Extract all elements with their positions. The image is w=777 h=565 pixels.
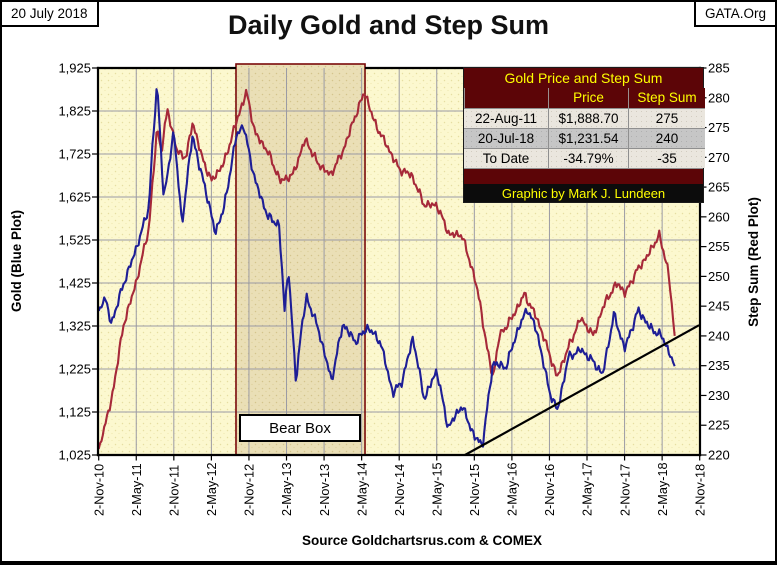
left-axis-title: Gold (Blue Plot) (9, 210, 24, 312)
trend-line (464, 324, 700, 456)
svg-text:1,725: 1,725 (58, 147, 91, 162)
svg-text:225: 225 (708, 418, 730, 433)
gridlines (98, 68, 700, 455)
svg-text:235: 235 (708, 358, 730, 373)
svg-text:2-Nov-15: 2-Nov-15 (468, 464, 482, 516)
svg-text:1,225: 1,225 (58, 362, 91, 377)
svg-text:240: 240 (708, 328, 730, 343)
gold-series-line (97, 88, 676, 448)
summary-table: Gold Price and Step Sum Price Step Sum 2… (463, 67, 705, 203)
table-row: 22-Aug-11 $1,888.70 275 (464, 108, 705, 128)
left-axis-labels: 1,925 1,825 1,725 1,625 1,525 1,425 1,325 1,225… (58, 61, 91, 463)
svg-text:1,025: 1,025 (58, 448, 91, 463)
right-axis-labels: 285 280 275 270 265 260 255 250 245 240 235 230 225 2… (708, 61, 730, 463)
svg-text:285: 285 (708, 61, 730, 76)
svg-text:2-May-18: 2-May-18 (656, 462, 670, 516)
date-box: 20 July 2018 (2, 2, 99, 27)
table-cell-price: $1,888.70 (548, 108, 628, 128)
table-cell-price: $1,231.54 (548, 128, 628, 148)
svg-text:275: 275 (708, 120, 730, 135)
svg-text:2-May-12: 2-May-12 (205, 462, 219, 516)
svg-text:1,325: 1,325 (58, 319, 91, 334)
svg-text:280: 280 (708, 90, 730, 105)
svg-text:2-May-11: 2-May-11 (130, 463, 144, 516)
svg-text:230: 230 (708, 388, 730, 403)
svg-text:2-May-15: 2-May-15 (430, 462, 444, 516)
summary-table-title: Gold Price and Step Sum (464, 68, 703, 88)
x-axis-labels: 2-Nov-10 2-May-11 2-Nov-11 2-May-12 2-Nov-12… (92, 462, 707, 516)
table-cell-price: -34.79% (548, 148, 628, 168)
svg-text:270: 270 (708, 150, 730, 165)
bear-box-region (235, 64, 366, 455)
summary-table-header-cell: Step Sum (628, 88, 705, 108)
svg-text:2-Nov-18: 2-Nov-18 (693, 464, 707, 516)
table-cell-date: 20-Jul-18 (464, 128, 548, 148)
svg-text:2-May-14: 2-May-14 (355, 462, 369, 516)
svg-text:2-May-13: 2-May-13 (280, 462, 294, 516)
table-spacer-row (464, 168, 703, 184)
table-cell-step-sum: 240 (628, 128, 705, 148)
table-credit: Graphic by Mark J. Lundeen (464, 184, 703, 202)
svg-text:220: 220 (708, 448, 730, 463)
svg-text:1,825: 1,825 (58, 104, 91, 119)
summary-table-header-cell (464, 88, 548, 108)
bear-box-label: Bear Box (239, 414, 361, 442)
svg-text:2-Nov-11: 2-Nov-11 (168, 465, 182, 516)
table-cell-date: 22-Aug-11 (464, 108, 548, 128)
svg-text:2-Nov-12: 2-Nov-12 (243, 464, 257, 516)
page-title: Daily Gold and Step Sum (227, 10, 550, 40)
summary-table-header-cell: Price (548, 88, 628, 108)
table-cell-step-sum: 275 (628, 108, 705, 128)
svg-text:2-May-16: 2-May-16 (506, 462, 520, 516)
gata-org-label: GATA.Org (704, 6, 766, 21)
table-row: 20-Jul-18 $1,231.54 240 (464, 128, 705, 148)
svg-text:245: 245 (708, 299, 730, 314)
right-axis-title: Step Sum (Red Plot) (746, 197, 761, 327)
svg-text:2-Nov-14: 2-Nov-14 (393, 464, 407, 516)
svg-text:2-Nov-16: 2-Nov-16 (543, 464, 557, 516)
table-cell-step-sum: -35 (628, 148, 705, 168)
summary-table-header-row: Price Step Sum (464, 88, 705, 108)
svg-text:1,125: 1,125 (58, 405, 91, 420)
svg-text:2-Nov-13: 2-Nov-13 (318, 464, 332, 516)
svg-text:2-Nov-17: 2-Nov-17 (618, 464, 632, 516)
table-row: To Date -34.79% -35 (464, 148, 705, 168)
svg-text:1,925: 1,925 (58, 61, 91, 76)
svg-text:260: 260 (708, 209, 730, 224)
step-sum-series-line (97, 88, 676, 450)
svg-text:1,525: 1,525 (58, 233, 91, 248)
svg-text:1,425: 1,425 (58, 276, 91, 291)
svg-text:265: 265 (708, 180, 730, 195)
svg-text:255: 255 (708, 239, 730, 254)
svg-text:2-Nov-10: 2-Nov-10 (92, 464, 106, 516)
table-cell-date: To Date (464, 148, 548, 168)
gata-org-box: GATA.Org (693, 2, 775, 27)
date-label: 20 July 2018 (11, 6, 88, 21)
source-label: Source Goldchartsrus.com & COMEX (301, 533, 543, 548)
svg-text:1,625: 1,625 (58, 190, 91, 205)
svg-text:250: 250 (708, 269, 730, 284)
svg-text:2-May-17: 2-May-17 (581, 462, 595, 516)
